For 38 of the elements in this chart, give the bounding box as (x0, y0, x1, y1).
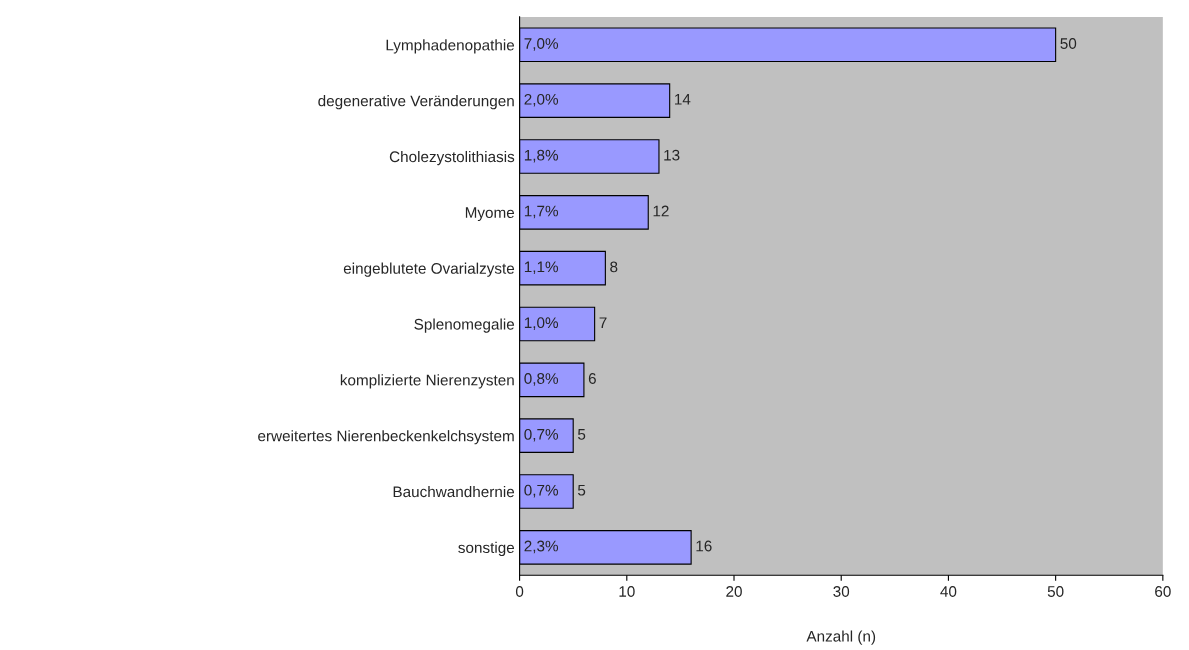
y-tick-label: Lymphadenopathie (386, 39, 515, 54)
annotation: 2,0% (524, 93, 559, 107)
data-label: 5 (577, 484, 586, 496)
y-tick-label: erweitertes Nierenbeckenkelchsystem (258, 430, 514, 445)
annotation: 0,7% (524, 484, 559, 498)
data-label: 12 (653, 205, 669, 217)
annotation: 1,7% (524, 205, 559, 219)
x-tick-label: 60 (1155, 586, 1171, 597)
y-tick-label: Bauchwandhernie (393, 485, 515, 498)
x-tick-label: 20 (726, 586, 742, 597)
data-label: 5 (577, 429, 586, 440)
x-tick-label: 40 (940, 586, 957, 597)
y-tick-label: Cholezystolithiasis (389, 150, 515, 166)
annotation: 1,1% (524, 261, 559, 275)
data-label: 16 (696, 540, 712, 552)
data-label: 50 (1060, 38, 1077, 49)
y-tick-label: eingeblutete Ovarialzyste (343, 262, 515, 277)
annotation: 2,3% (524, 540, 559, 554)
data-label: 8 (610, 261, 618, 273)
y-tick-label: komplizierte Nierenzysten (340, 374, 514, 389)
y-tick-label: degenerative Veränderungen (318, 95, 514, 110)
data-label: 7 (599, 317, 607, 328)
x-tick-label: 0 (515, 586, 524, 597)
x-tick-label: 10 (619, 586, 635, 597)
data-label: 6 (588, 373, 596, 384)
data-label: 14 (675, 94, 691, 105)
data-label: 13 (664, 149, 680, 161)
x-tick-label: 50 (1047, 586, 1064, 597)
y-tick-label: Splenomegalie (414, 318, 515, 333)
annotation: 7,0% (524, 38, 559, 51)
annotation: 1,8% (524, 149, 559, 163)
annotation: 0,8% (524, 373, 559, 386)
x-tick-label: 30 (833, 586, 850, 597)
y-tick-label: Myome (465, 207, 515, 222)
y-tick-label: sonstige (458, 541, 515, 557)
annotation: 1,0% (524, 317, 559, 330)
annotation: 0,7% (524, 428, 559, 442)
x-axis-title: Anzahl (n) (806, 630, 876, 645)
